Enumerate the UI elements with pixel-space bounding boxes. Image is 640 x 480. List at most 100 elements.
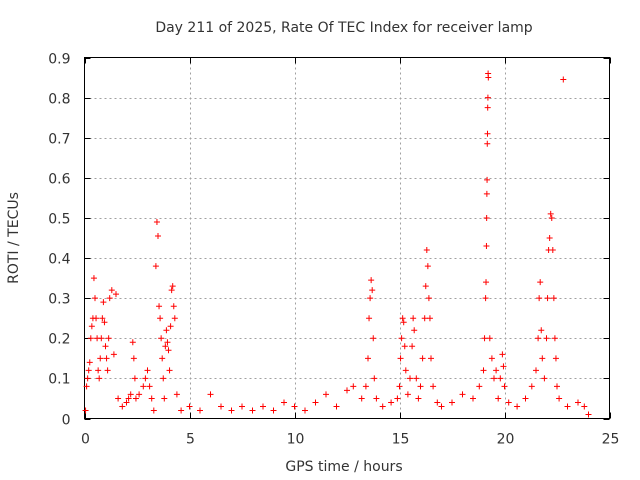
data-point <box>162 343 169 350</box>
data-point <box>402 367 409 374</box>
data-point <box>103 355 110 362</box>
data-point <box>170 303 177 310</box>
data-point <box>98 335 105 342</box>
data-point <box>82 407 89 414</box>
y-tick-label: 0.6 <box>48 172 70 188</box>
data-point <box>397 355 404 362</box>
data-point <box>522 395 529 402</box>
data-point <box>87 335 94 342</box>
data-point <box>281 399 287 406</box>
data-point <box>113 291 119 298</box>
data-point <box>130 355 137 362</box>
data-point <box>409 343 416 350</box>
data-point <box>499 351 506 358</box>
data-point <box>371 375 378 382</box>
data-point <box>102 343 109 350</box>
x-axis-label: GPS time / hours <box>285 459 402 475</box>
y-tick-label: 0.7 <box>48 132 70 148</box>
chart-title: Day 211 of 2025, Rate Of TEC Index for r… <box>155 20 532 36</box>
data-point <box>426 315 433 322</box>
data-point <box>560 76 567 83</box>
y-tick-label: 0.1 <box>48 372 70 388</box>
y-tick-label: 0.8 <box>48 92 70 108</box>
data-point <box>483 279 490 286</box>
data-point <box>83 383 90 390</box>
data-point <box>500 363 507 370</box>
data-point <box>249 407 256 414</box>
data-point <box>153 218 160 225</box>
data-point <box>396 383 403 390</box>
data-point <box>132 395 139 402</box>
data-point <box>358 395 365 402</box>
data-point <box>528 383 535 390</box>
data-point <box>323 391 329 398</box>
data-point <box>413 375 420 382</box>
data-point <box>158 335 165 342</box>
data-point <box>484 140 491 147</box>
data-point <box>373 395 380 402</box>
data-point <box>163 327 170 334</box>
data-point <box>486 335 493 342</box>
data-point <box>350 383 357 390</box>
data-point <box>394 395 401 402</box>
data-point <box>369 287 376 294</box>
data-point <box>514 403 521 410</box>
data-point <box>401 343 408 350</box>
data-point <box>533 367 539 374</box>
data-point <box>115 395 122 402</box>
data-point <box>178 407 185 414</box>
data-point <box>449 399 455 406</box>
data-point <box>92 295 98 302</box>
x-tick-label: 10 <box>287 432 305 448</box>
data-point <box>85 367 92 374</box>
data-point <box>106 295 113 302</box>
data-point <box>484 104 491 111</box>
data-point <box>95 367 102 374</box>
data-point <box>302 407 308 414</box>
plot-frame <box>84 57 610 419</box>
data-point <box>480 367 487 374</box>
data-point <box>575 399 581 406</box>
data-point <box>546 235 553 241</box>
data-point <box>505 399 512 406</box>
data-point <box>90 275 97 282</box>
y-tick-labels: 0 0.1 0.2 0.3 0.4 0.5 0.6 0.7 0.8 0.9 <box>48 52 70 429</box>
data-point <box>398 335 405 342</box>
data-point <box>550 295 557 302</box>
data-point <box>88 323 95 330</box>
data-point <box>156 303 163 310</box>
data-point <box>430 383 437 390</box>
data-point <box>421 315 428 322</box>
data-point <box>104 367 111 374</box>
data-point <box>239 403 245 410</box>
data-point <box>491 375 497 382</box>
data-point <box>541 375 548 382</box>
y-axis-label: ROTI / TECUs <box>6 192 22 284</box>
data-point <box>428 355 434 362</box>
data-point <box>161 395 168 402</box>
data-point <box>410 315 417 322</box>
data-point <box>93 315 100 322</box>
data-point <box>538 327 545 334</box>
data-point <box>485 74 492 81</box>
data-point <box>197 407 203 414</box>
data-point <box>388 399 395 406</box>
data-point <box>366 315 373 322</box>
data-point <box>101 319 108 326</box>
data-point <box>422 283 429 290</box>
data-point <box>537 279 544 286</box>
data-point <box>552 355 559 362</box>
tick-layer <box>84 57 611 420</box>
data-point <box>497 375 504 382</box>
x-tick-label: 20 <box>497 432 515 448</box>
data-point <box>168 287 175 294</box>
data-point <box>548 214 555 221</box>
y-tick-label: 0.5 <box>48 212 70 228</box>
data-point <box>556 395 563 402</box>
data-point <box>150 407 157 414</box>
data-point <box>476 383 483 390</box>
data-point <box>344 387 350 394</box>
data-point <box>166 367 173 374</box>
data-point <box>434 399 441 406</box>
x-tick-labels: 0 5 10 15 20 25 <box>81 432 619 448</box>
